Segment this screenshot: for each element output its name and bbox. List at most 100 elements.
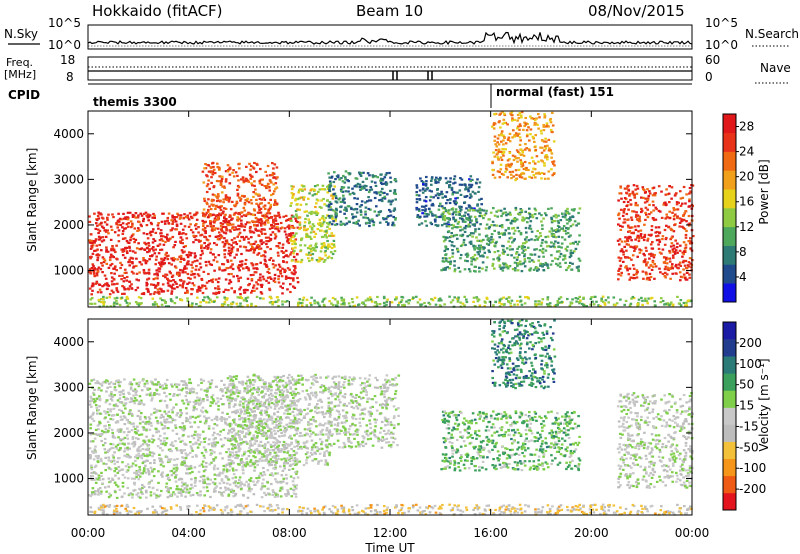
power-cell [507,138,510,141]
power-cell [449,177,452,180]
power-cell [327,243,330,246]
power-cell [251,213,255,216]
power-cell [342,300,346,303]
power-cell [547,244,551,248]
power-cell [672,218,676,221]
power-cell [539,262,542,265]
power-cell [341,187,344,190]
power-cell [518,152,521,155]
velocity-cell [185,407,188,410]
power-cell [209,166,213,169]
power-cell [310,212,313,216]
power-cell [224,170,228,173]
power-cell [135,272,139,275]
power-cell [570,302,573,305]
velocity-cell [108,426,111,429]
power-cell [416,215,419,218]
power-cell [447,217,451,221]
power-cell [328,227,331,230]
power-cell [614,304,617,307]
power-cell [200,247,203,250]
power-cell [651,241,654,244]
power-cell [506,123,509,126]
power-cell [309,253,312,257]
power-cell [244,199,247,202]
power-cell [247,267,250,270]
velocity-cell [246,405,250,408]
power-cell [145,284,148,287]
power-cell [502,143,505,146]
power-cell [536,266,539,269]
power-cell [452,211,456,214]
power-cell [492,151,495,154]
power-cell [219,224,223,227]
power-cell [619,274,623,277]
power-cell [480,214,483,218]
power-cell [518,213,522,216]
power-cell [271,302,274,305]
power-cell [508,265,512,268]
power-cell [347,186,350,189]
power-cell [392,215,395,219]
power-cell [531,213,534,217]
power-cell [393,190,397,193]
velocity-cell [225,470,229,473]
power-cell [161,239,165,242]
power-cell [576,297,580,300]
power-cell [637,230,640,233]
power-cell [508,140,512,143]
power-cell [671,272,674,275]
power-cell [566,222,569,225]
power-cell [682,185,686,189]
power-cell [571,298,574,301]
velocity-cell [175,466,178,469]
power-cell [675,266,679,269]
power-cell [201,299,205,302]
velocity-cell [282,429,286,432]
power-cell [538,116,541,119]
power-cell [447,221,450,224]
power-cell [453,234,456,237]
power-cell [223,221,227,224]
velocity-cell [159,421,163,424]
power-cell [283,270,286,274]
power-cell [425,224,428,227]
velocity-cell [257,405,260,408]
power-cell [115,289,119,292]
velocity-cell [149,391,153,394]
power-cell [568,261,572,264]
power-cell [287,224,291,227]
power-cell [218,266,221,269]
power-cell [236,265,240,268]
power-cell [465,300,469,304]
velocity-cell [190,434,194,437]
power-cell [498,120,501,123]
power-cell [654,218,658,221]
power-cell [228,198,231,201]
power-cell [625,267,629,270]
power-cell [223,242,227,245]
power-cell [237,280,240,283]
power-cell [115,223,118,226]
power-cell [566,210,569,213]
power-cell [160,265,163,268]
power-cell [453,225,456,229]
power-cell [376,176,380,179]
power-cell [178,255,181,258]
power-cell [303,210,307,213]
power-cell [383,197,387,200]
velocity-cell [184,395,188,398]
power-cell [267,216,271,220]
power-cell [529,267,533,270]
power-cell [245,249,249,252]
power-cell [166,258,170,261]
velocity-cell [255,448,259,451]
power-cell [527,296,530,299]
power-cell [293,249,296,252]
power-cell [339,188,343,191]
power-cell [117,240,121,243]
power-cell [319,225,323,228]
power-cell [156,274,159,277]
power-cell [222,220,225,223]
power-cell [332,220,335,223]
